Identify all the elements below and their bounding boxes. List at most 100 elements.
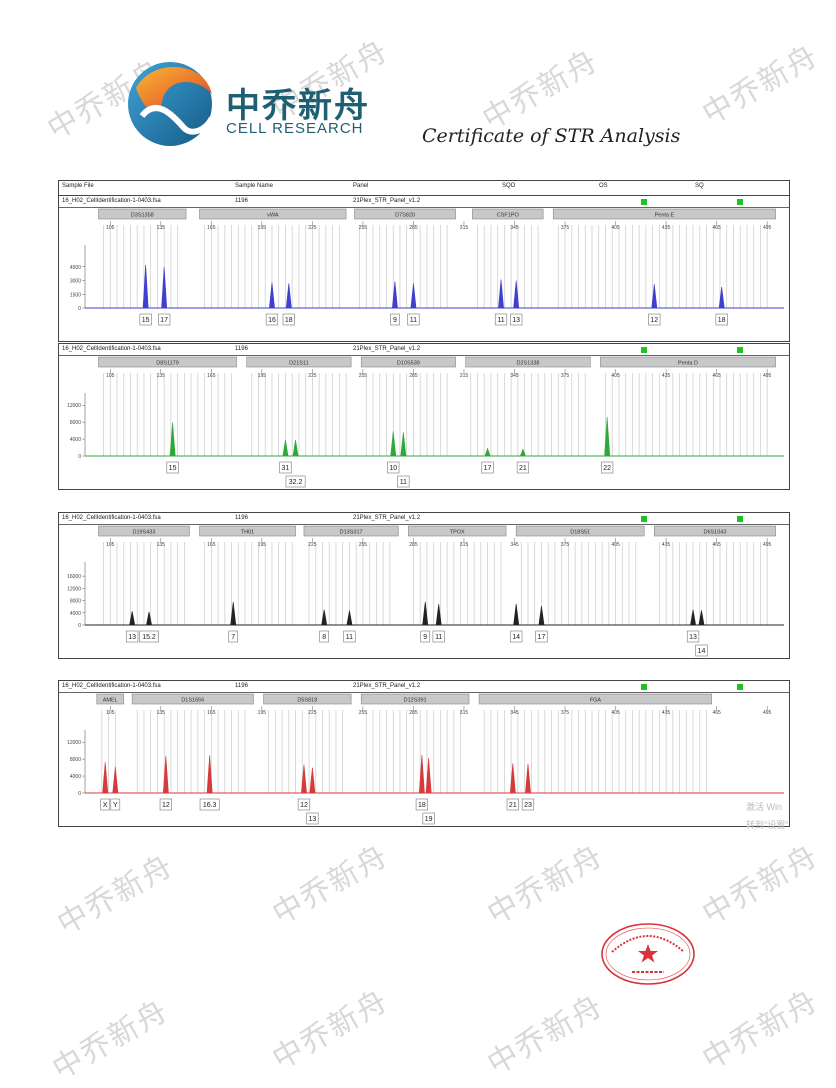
allele-peak: [410, 283, 417, 309]
allele-label: 22: [603, 465, 611, 472]
panel-plot: D19S433 TH01 D13S317 TPOX D18S51 D6S1043 105 13…: [67, 525, 784, 657]
allele-label: 11: [410, 317, 417, 324]
allele-label: 13: [512, 317, 520, 324]
allele-label: 21: [519, 465, 527, 472]
brand-name-cn: 中乔新舟: [226, 86, 370, 126]
locus-name: D21S11: [289, 361, 308, 367]
watermark: 中乔新舟: [46, 992, 175, 1088]
panel-file: 16_H02_CellIdentification-1-0403.fsa: [62, 515, 161, 521]
allele-peak: [509, 763, 516, 794]
size-tick-label: 405: [611, 225, 620, 231]
allele-label-box: [343, 630, 356, 643]
allele-label: 9: [393, 317, 397, 324]
locus-name: D2S1338: [517, 361, 540, 367]
watermark: 中乔新舟: [476, 42, 605, 138]
locus-name: AMEL: [103, 698, 118, 704]
allele-peak: [112, 766, 119, 794]
size-tick-label: 405: [611, 710, 620, 716]
locus-bar: [472, 208, 544, 220]
allele-label-box: [159, 798, 172, 811]
watermark: 中乔新舟: [51, 847, 180, 943]
watermark: 中乔新舟: [696, 982, 825, 1078]
allele-peak: [390, 431, 397, 457]
size-tick-label: 195: [258, 225, 267, 231]
y-tick-label: 0: [78, 791, 81, 797]
panel-file: 16_H02_CellIdentification-1-0403.fsa: [62, 198, 161, 204]
locus-bar: [515, 525, 645, 537]
locus-bar: [131, 693, 254, 705]
allele-peak: [206, 755, 213, 794]
allele-label: Y: [113, 802, 118, 809]
allele-label: 19: [425, 816, 433, 823]
y-tick-label: 8000: [70, 757, 81, 763]
allele-label-box: [166, 461, 179, 474]
electropherogram-panel: 16_H02_CellIdentification-1-0403.fsa 119…: [58, 512, 790, 659]
size-tick-label: 315: [460, 373, 469, 379]
size-tick-label: 165: [207, 225, 216, 231]
quality-flag: [641, 199, 647, 205]
allele-label-box: [126, 630, 139, 643]
allele-peak: [425, 757, 432, 794]
locus-name: D19S433: [132, 530, 155, 536]
locus-bar: [98, 208, 187, 220]
allele-label: 11: [497, 317, 504, 324]
y-tick-label: 3000: [70, 279, 81, 285]
size-tick-label: 255: [359, 542, 368, 548]
col-os: OS: [599, 183, 608, 189]
panel-sample: 1196: [235, 515, 248, 521]
locus-bar: [199, 208, 347, 220]
allele-label-box: [686, 630, 700, 643]
locus-name: vWA: [267, 213, 279, 219]
allele-peak: [422, 601, 429, 626]
size-tick-label: 405: [611, 542, 620, 548]
y-tick-label: 4000: [70, 611, 81, 617]
allele-label: 17: [160, 317, 168, 324]
allele-label: 13: [308, 816, 316, 823]
allele-label: 18: [718, 317, 726, 324]
allele-peak: [718, 286, 725, 309]
locus-name: TH01: [241, 530, 254, 536]
locus-name: FGA: [590, 698, 602, 704]
locus-bar: [98, 356, 237, 368]
allele-peak: [400, 432, 407, 457]
panel-name: 21Plex_STR_Panel_v1.2: [353, 198, 421, 204]
locus-bar: [600, 356, 776, 368]
y-tick-label: 0: [78, 306, 81, 312]
size-tick-label: 135: [157, 542, 166, 548]
locus-bar: [98, 525, 190, 537]
size-tick-label: 225: [308, 542, 317, 548]
size-tick-label: 375: [561, 542, 570, 548]
certificate-title: Certificate of STR Analysis: [422, 125, 681, 147]
allele-label: 10: [389, 465, 397, 472]
allele-label-box: [228, 630, 239, 643]
allele-label: 12: [300, 802, 308, 809]
allele-label: 7: [231, 634, 235, 641]
brand-name-en: CELL RESEARCH: [226, 120, 364, 137]
allele-label-box: [282, 313, 295, 326]
allele-label-box: [390, 313, 400, 326]
quality-flag: [737, 347, 743, 353]
allele-label-box: [422, 812, 435, 825]
size-tick-label: 165: [207, 373, 216, 379]
size-tick-label: 135: [157, 373, 166, 379]
size-tick-label: 225: [308, 225, 317, 231]
allele-peak: [690, 609, 697, 626]
locus-name: D7S820: [395, 213, 415, 219]
system-overlay-text: 激活 Win: [746, 802, 783, 812]
y-tick-label: 12000: [67, 740, 81, 746]
allele-label: 17: [484, 465, 492, 472]
allele-label-box: [387, 461, 400, 474]
locus-name: D12S391: [404, 698, 427, 704]
allele-label: 9: [423, 634, 427, 641]
size-tick-label: 345: [510, 225, 519, 231]
allele-peak: [538, 606, 545, 626]
electropherogram-panel: 16_H02_CellIdentification-1-0403.fsa 11 9…: [58, 195, 790, 342]
allele-peak: [146, 611, 152, 626]
size-tick-label: 465: [712, 542, 721, 548]
watermark: 中乔新舟: [266, 982, 395, 1078]
size-tick-label: 255: [359, 225, 368, 231]
size-tick-label: 285: [409, 225, 418, 231]
size-tick-label: 285: [409, 542, 418, 548]
size-tick-label: 255: [359, 710, 368, 716]
allele-label-box: [535, 630, 548, 643]
